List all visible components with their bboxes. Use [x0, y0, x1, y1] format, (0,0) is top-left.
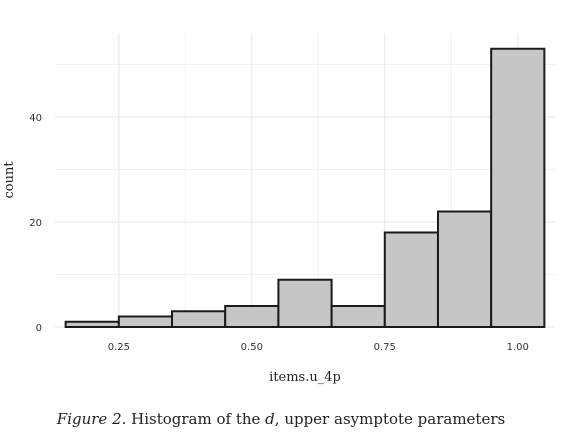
histogram-bar: [436, 210, 493, 328]
histogram-bar: [117, 315, 174, 328]
x-tick-label: 0.25: [108, 342, 130, 353]
histogram-bar: [277, 278, 333, 328]
x-tick-label: 0.50: [241, 342, 263, 353]
x-axis-title: items.u_4p: [269, 370, 341, 385]
tick-labels: 0.25 0.50 0.75 1.00 0 20 40: [29, 113, 529, 353]
histogram-bar: [330, 305, 386, 328]
histogram-bar: [171, 310, 227, 328]
histogram-bar: [224, 305, 280, 328]
y-tick-label: 40: [29, 113, 42, 124]
caption-text-before: . Histogram of the: [121, 410, 266, 428]
y-axis-title: count: [2, 161, 17, 199]
figure-caption: Figure 2. Histogram of the d, upper asym…: [0, 410, 562, 428]
histogram-bar: [64, 320, 120, 328]
histogram-chart: 0.25 0.50 0.75 1.00 0 20 40 items.u_4p count: [2, 33, 555, 385]
bars-layer: [64, 47, 546, 328]
caption-symbol: d: [265, 410, 275, 428]
y-tick-label: 20: [29, 218, 42, 229]
caption-text-after: , upper asymptote parameters: [274, 410, 506, 428]
figure-label: Figure 2: [56, 410, 122, 428]
y-tick-label: 0: [36, 323, 42, 334]
histogram-bar: [490, 47, 546, 328]
histogram-bar: [383, 231, 439, 328]
x-tick-label: 0.75: [374, 342, 396, 353]
x-tick-label: 1.00: [507, 342, 529, 353]
